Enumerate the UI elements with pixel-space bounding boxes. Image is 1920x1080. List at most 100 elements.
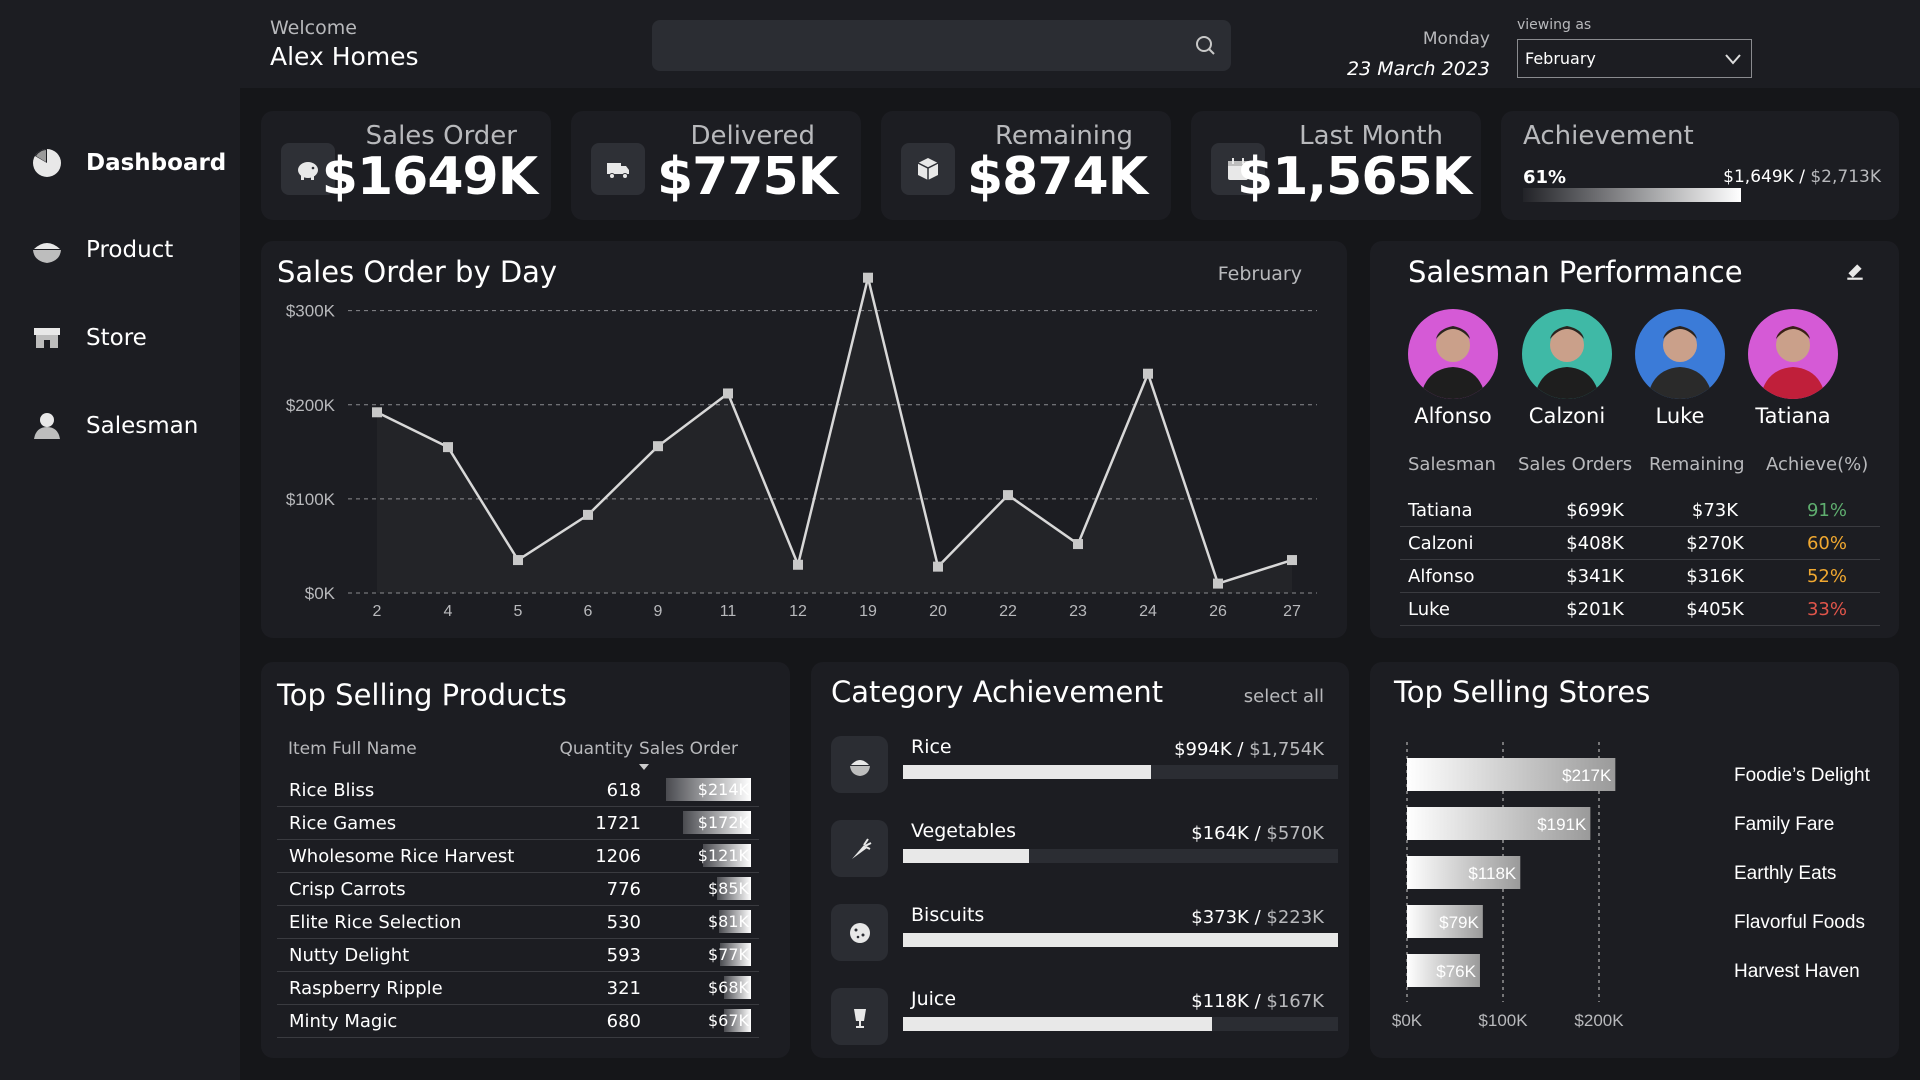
kpi-sales-order: Sales Order $1649K xyxy=(261,111,551,220)
data-point xyxy=(372,407,382,418)
category-amount: $164K / xyxy=(1191,823,1267,844)
area-fill xyxy=(377,278,1292,593)
product-sales-bar: $85K xyxy=(707,877,751,900)
x-tick-label: $200K xyxy=(1574,1011,1624,1030)
sales-orders-value: $341K xyxy=(1566,566,1624,587)
products-col-sales[interactable]: Sales Order xyxy=(639,739,738,759)
category-title: Category Achievement xyxy=(831,675,1164,709)
product-row[interactable]: Wholesome Rice Harvest 1206 $121K xyxy=(277,840,759,873)
product-row[interactable]: Raspberry Ripple 321 $68K xyxy=(277,972,759,1005)
kpi-remaining: Remaining $874K xyxy=(881,111,1171,220)
achievement-value: $1,649K / $2,713K xyxy=(1723,167,1881,187)
nav-store[interactable]: Store xyxy=(30,321,147,355)
x-tick-label: 24 xyxy=(1139,603,1157,620)
salesman-row[interactable]: Alfonso $341K $316K 52% xyxy=(1400,560,1880,593)
achieve-value: 52% xyxy=(1806,566,1847,587)
category-icon-box[interactable] xyxy=(831,988,888,1045)
month-select[interactable]: February xyxy=(1517,39,1752,78)
month-select-value: February xyxy=(1525,49,1596,68)
person-silhouette-icon xyxy=(1647,326,1713,399)
viewing-as-label: viewing as xyxy=(1517,17,1592,33)
salesman-row[interactable]: Calzoni $408K $270K 60% xyxy=(1400,527,1880,560)
kpi-last-month: Last Month $1,565K xyxy=(1191,111,1481,220)
achievement-card: Achievement 61% $1,649K / $2,713K xyxy=(1501,111,1899,220)
store-bar-label: $191K xyxy=(1537,815,1587,834)
nav-product[interactable]: Product xyxy=(30,233,173,267)
eraser-icon[interactable] xyxy=(1844,260,1866,282)
rice-bowl-icon xyxy=(849,759,870,776)
x-tick-label: 4 xyxy=(444,603,453,620)
products-col-qty: Quantity xyxy=(559,739,633,759)
salesman-name: Tatiana xyxy=(1408,500,1473,521)
salesman-title: Salesman Performance xyxy=(1408,255,1743,289)
achievement-progress-bar xyxy=(1523,188,1741,202)
category-progress-track xyxy=(903,1017,1338,1031)
salesman-row[interactable]: Luke $201K $405K 33% xyxy=(1400,593,1880,626)
avatar[interactable] xyxy=(1748,309,1838,399)
user-name: Alex Homes xyxy=(270,42,419,71)
avatar[interactable] xyxy=(1635,309,1725,399)
category-value: $164K / $570K xyxy=(1191,823,1324,844)
sales-orders-value: $201K xyxy=(1566,599,1624,620)
kpi-icon-box xyxy=(281,143,335,195)
category-value: $373K / $223K xyxy=(1191,907,1324,928)
product-name: Nutty Delight xyxy=(289,945,410,966)
box-icon xyxy=(917,158,939,180)
kpi-value: $1649K xyxy=(321,147,538,207)
data-point xyxy=(443,442,453,453)
select-all-link[interactable]: select all xyxy=(1243,686,1324,707)
x-tick-label: 22 xyxy=(999,603,1017,620)
data-point xyxy=(793,559,803,570)
sales-chart-title: Sales Order by Day xyxy=(277,255,558,289)
x-tick-label: 11 xyxy=(720,603,737,620)
kpi-delivered: Delivered $775K xyxy=(571,111,861,220)
achieve-value: 33% xyxy=(1806,599,1847,620)
nav-salesman[interactable]: Salesman xyxy=(30,409,198,443)
category-name: Juice xyxy=(911,988,957,1010)
chevron-down-icon xyxy=(1725,54,1741,65)
product-row[interactable]: Elite Rice Selection 530 $81K xyxy=(277,906,759,939)
category-progress-track xyxy=(903,933,1338,947)
y-tick-label: $0K xyxy=(305,584,336,603)
nav-dashboard[interactable]: Dashboard xyxy=(30,146,226,180)
achievement-target: $2,713K xyxy=(1810,167,1881,187)
search-icon[interactable] xyxy=(1193,33,1217,57)
person-silhouette-icon xyxy=(1760,326,1826,399)
category-icon-box[interactable] xyxy=(831,904,888,961)
sort-desc-icon[interactable] xyxy=(639,764,649,770)
data-point xyxy=(513,555,523,566)
product-sales-bar: $172K xyxy=(683,811,751,834)
category-icon-box[interactable] xyxy=(831,820,888,877)
category-target: $167K xyxy=(1266,991,1324,1012)
category-icon-box[interactable] xyxy=(831,736,888,793)
product-row[interactable]: Nutty Delight 593 $77K xyxy=(277,939,759,972)
product-row[interactable]: Crisp Carrots 776 $85K xyxy=(277,873,759,906)
x-tick-label: $100K xyxy=(1478,1011,1528,1030)
product-row[interactable]: Rice Games 1721 $172K xyxy=(277,807,759,840)
product-row[interactable]: Rice Bliss 618 $214K xyxy=(277,774,759,807)
category-progress-track xyxy=(903,765,1338,779)
avatar[interactable] xyxy=(1522,309,1612,399)
kpi-icon-box xyxy=(1211,143,1265,195)
x-tick-label: 9 xyxy=(654,603,663,620)
remaining-value: $73K xyxy=(1691,500,1739,521)
data-point xyxy=(653,441,663,452)
series-line xyxy=(376,277,1293,586)
nav-label: Salesman xyxy=(86,413,199,439)
store-bar xyxy=(1407,954,1480,987)
truck-icon xyxy=(607,163,629,179)
avatar-name: Alfonso xyxy=(1414,404,1492,428)
product-row[interactable]: Minty Magic 680 $67K xyxy=(277,1005,759,1038)
category-progress-fill xyxy=(903,765,1151,779)
avatar[interactable] xyxy=(1408,309,1498,399)
category-progress-fill xyxy=(903,933,1338,947)
salesman-row[interactable]: Tatiana $699K $73K 91% xyxy=(1400,494,1880,527)
achievement-percent: 61% xyxy=(1523,167,1567,188)
y-tick-label: $200K xyxy=(286,396,336,415)
category-target: $570K xyxy=(1266,823,1324,844)
stores-card: Top Selling Stores $0K $100K $200K $217K Foo… xyxy=(1370,662,1899,1058)
search-input[interactable] xyxy=(652,20,1231,71)
sales-orders-value: $699K xyxy=(1566,500,1624,521)
achievement-amount: $1,649K xyxy=(1723,167,1794,187)
product-name: Elite Rice Selection xyxy=(289,912,462,933)
